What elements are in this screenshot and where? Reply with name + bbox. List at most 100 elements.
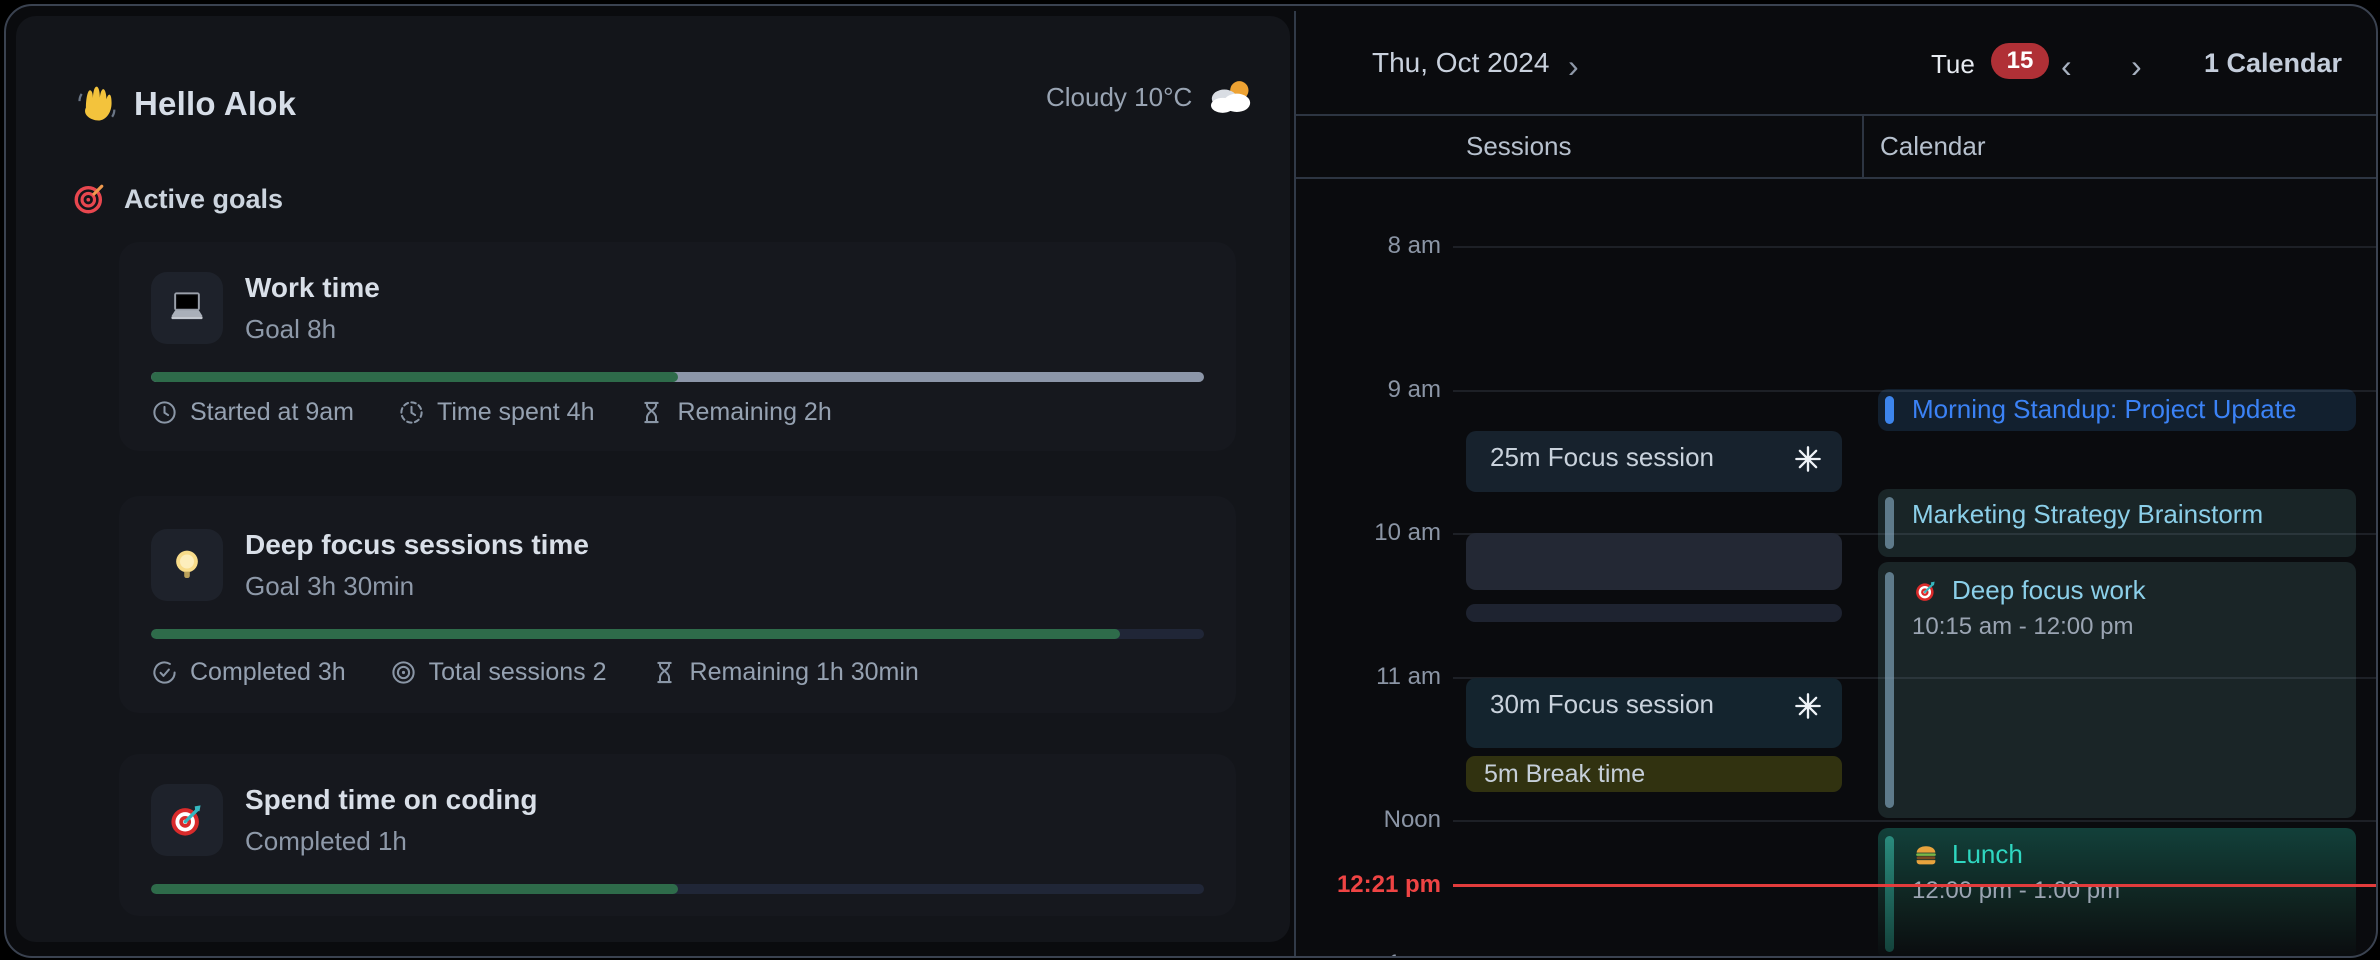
hour-line	[1453, 677, 2376, 679]
session-event-short[interactable]	[1466, 604, 1842, 622]
event-title: Deep focus work	[1912, 575, 2146, 606]
wave-hand-icon	[74, 82, 118, 126]
progress-bar	[151, 629, 1204, 639]
tab-sessions[interactable]: Sessions	[1466, 131, 1572, 161]
header-divider	[1296, 114, 2376, 116]
tabs-divider	[1296, 177, 2376, 179]
stat-label: Remaining 2h	[677, 397, 832, 426]
weather-label: Cloudy 10°C	[1046, 81, 1193, 112]
stat-label: Started at 9am	[190, 397, 354, 426]
laptop-icon	[151, 272, 223, 344]
weather-widget: Cloudy 10°C	[1046, 76, 1256, 118]
chevron-right-icon[interactable]: ›	[1568, 48, 1579, 84]
next-day-button[interactable]: ›	[2131, 48, 2142, 84]
goal-subtitle: Goal 3h 30min	[245, 571, 415, 601]
event-accent-bar	[1885, 836, 1894, 952]
sparkle-icon	[1795, 446, 1821, 472]
progress-fill	[151, 372, 678, 382]
event-title: Lunch	[1912, 839, 2023, 870]
stat-total-sessions: Total sessions 2	[390, 658, 607, 687]
goal-card-work-time[interactable]: Work time Goal 8h Started at 9am	[119, 242, 1236, 451]
burger-icon	[1912, 841, 1940, 869]
current-time-label: 12:21 pm	[1336, 871, 1441, 898]
weekday-label: Tue	[1931, 49, 1975, 79]
session-event-break[interactable]: 5m Break time	[1466, 756, 1842, 792]
hour-label: 1 pm	[1301, 950, 1441, 956]
event-time: 10:15 am - 12:00 pm	[1912, 613, 2134, 640]
active-goals-title: Active goals	[124, 183, 284, 214]
goal-title: Work time	[245, 272, 380, 303]
event-title-text: Deep focus work	[1952, 575, 2146, 605]
check-circle-icon	[151, 659, 178, 686]
stat-remaining: Remaining 2h	[638, 397, 832, 427]
greeting-title: Hello Alok	[134, 85, 297, 122]
stat-remaining: Remaining 1h 30min	[651, 658, 919, 687]
progress-bar	[151, 372, 1204, 382]
progress-fill	[151, 884, 678, 894]
stat-label: Total sessions 2	[428, 657, 607, 686]
session-event-label: 5m Break time	[1484, 760, 1646, 788]
stat-started: Started at 9am	[151, 398, 354, 427]
tab-calendar[interactable]: Calendar	[1880, 131, 1986, 161]
day-badge[interactable]: 15	[1991, 43, 2049, 79]
event-accent-bar	[1885, 572, 1894, 808]
goal-card-coding[interactable]: Spend time on coding Completed 1h	[119, 754, 1236, 916]
target-icon	[72, 182, 106, 216]
event-accent-bar	[1885, 396, 1894, 424]
stat-label: Completed 3h	[190, 657, 346, 686]
calendar-event-standup[interactable]: Morning Standup: Project Update	[1878, 389, 2356, 431]
hour-label: 10 am	[1374, 519, 1441, 546]
progress-fill	[151, 629, 1120, 639]
active-goals-header: Active goals	[72, 182, 283, 216]
goal-stats: Started at 9am Time spent 4h	[151, 394, 832, 430]
sun-behind-cloud-icon	[1206, 76, 1256, 118]
hour-line	[1453, 246, 2376, 248]
event-title: Marketing Strategy Brainstorm	[1912, 499, 2264, 529]
progress-bar	[151, 884, 1204, 894]
dart-target-icon	[151, 784, 223, 856]
calendar-count-button[interactable]: 1 Calendar	[2204, 48, 2343, 78]
goal-title: Spend time on coding	[245, 784, 538, 815]
goal-subtitle: Goal 8h	[245, 314, 337, 344]
sparkle-icon	[1795, 693, 1821, 719]
hour-line	[1453, 390, 2376, 392]
timer-clock-icon	[398, 399, 425, 426]
goals-panel: Hello Alok Cloudy 10°C	[16, 16, 1290, 942]
hour-line	[1453, 533, 2376, 535]
session-event-30m-focus[interactable]: 30m Focus session	[1466, 678, 1842, 748]
goal-stats: Completed 3h Total sessions 2	[151, 654, 919, 690]
calendar-event-deep-focus[interactable]: Deep focus work 10:15 am - 12:00 pm	[1878, 562, 2356, 818]
stat-label: Remaining 1h 30min	[689, 657, 919, 686]
calendar-event-lunch[interactable]: Lunch 12:00 pm - 1:00 pm	[1878, 828, 2356, 956]
session-event-label: 25m Focus session	[1490, 442, 1714, 472]
hourglass-icon	[638, 399, 665, 426]
event-title-text: Lunch	[1952, 839, 2023, 869]
panel-divider	[1294, 11, 1296, 956]
stat-completed: Completed 3h	[151, 658, 346, 687]
clock-icon	[151, 399, 178, 426]
greeting: Hello Alok	[74, 82, 296, 126]
goal-card-deep-focus[interactable]: Deep focus sessions time Goal 3h 30min C…	[119, 496, 1236, 713]
stat-label: Time spent 4h	[436, 397, 595, 426]
hour-label: Noon	[1383, 806, 1441, 833]
session-event-unnamed[interactable]	[1466, 533, 1842, 590]
goal-subtitle: Completed 1h	[245, 826, 407, 856]
event-accent-bar	[1885, 497, 1894, 549]
event-title: Morning Standup: Project Update	[1912, 394, 2297, 424]
hour-line	[1453, 820, 2376, 822]
session-event-label: 30m Focus session	[1490, 689, 1714, 719]
event-time: 12:00 pm - 1:00 pm	[1912, 877, 2121, 904]
stat-time-spent: Time spent 4h	[398, 398, 594, 427]
app-window: Hello Alok Cloudy 10°C	[4, 4, 2378, 958]
prev-day-button[interactable]: ‹	[2061, 48, 2072, 84]
date-picker[interactable]: Thu, Oct 2024	[1372, 47, 1550, 78]
dart-target-icon	[1912, 577, 1940, 605]
calendar-event-marketing[interactable]: Marketing Strategy Brainstorm	[1878, 489, 2356, 557]
bullseye-icon	[390, 659, 417, 686]
column-divider	[1862, 115, 1864, 178]
session-event-25m-focus[interactable]: 25m Focus session	[1466, 431, 1842, 492]
hour-label: 8 am	[1387, 232, 1441, 259]
hourglass-icon	[651, 659, 678, 686]
hour-label: 9 am	[1387, 376, 1441, 403]
current-time-line	[1453, 884, 2376, 887]
